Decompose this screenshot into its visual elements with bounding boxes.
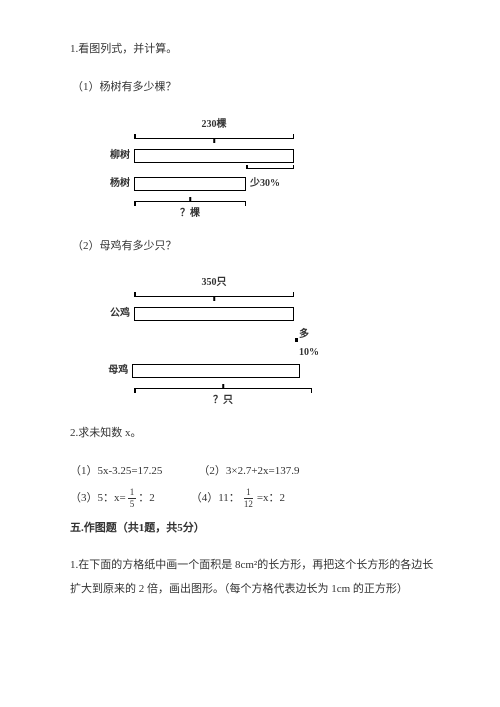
eq3-post: ：2 <box>138 489 155 509</box>
d2-botcount: ？只 <box>134 392 312 410</box>
d2-more-label: 多10% <box>299 326 319 362</box>
eq-2: （2）3×2.7+2x=137.9 <box>198 462 299 482</box>
d2-bar-hen <box>132 364 300 378</box>
d2-row-rooster: 公鸡 <box>100 305 300 323</box>
eq-row-2: （3）5：x= 1 5 ：2 （4）11： 1 12 =x：2 <box>70 488 440 509</box>
d2-row-hen: 母鸡 <box>100 362 300 380</box>
d1-botbrace <box>134 196 246 205</box>
eq3-den: 5 <box>128 499 137 509</box>
eq-1: （1）5x-3.25=17.25 <box>70 462 162 482</box>
d2-botbrace <box>134 383 312 392</box>
q1-title: 1.看图列式，并计算。 <box>70 40 440 60</box>
d2-morewrap: 多10% <box>100 326 300 362</box>
d2-label-rooster: 公鸡 <box>100 305 130 323</box>
d1-label-willow: 柳树 <box>100 147 130 165</box>
d2-bar-rooster <box>134 307 294 321</box>
d2-label-hen: 母鸡 <box>100 362 128 380</box>
eq4-den: 12 <box>242 499 255 509</box>
d1-row-poplar: 杨树 少30% <box>100 175 300 193</box>
q2-title: 2.求未知数 x。 <box>70 424 440 444</box>
section5-q1: 1.在下面的方格纸中画一个面积是 8cm²的长方形，再把这个长方形的各边长扩大到… <box>70 553 440 601</box>
eq4-num: 1 <box>244 488 253 499</box>
d1-label-poplar: 杨树 <box>100 175 130 193</box>
diagram-chickens: 350只 公鸡 多10% 母鸡 ？只 <box>100 274 300 410</box>
eq3-pre: （3）5：x= <box>70 489 126 509</box>
eq3-frac: 1 5 <box>128 488 137 509</box>
eq-4: （4）11： 1 12 =x：2 <box>191 488 285 509</box>
d1-botcount: ？棵 <box>134 205 246 223</box>
eq3-num: 1 <box>128 488 137 499</box>
d1-bar-willow <box>134 149 294 163</box>
eq-row-1: （1）5x-3.25=17.25 （2）3×2.7+2x=137.9 <box>70 462 440 482</box>
eq4-pre: （4）11： <box>191 489 240 509</box>
d1-bar-poplar <box>134 177 246 191</box>
section5-heading: 五.作图题（共1题，共5分） <box>70 519 440 539</box>
d1-lessbrace <box>246 166 294 173</box>
d1-row-willow: 柳树 <box>100 147 300 165</box>
d1-topcount: 230棵 <box>134 116 294 134</box>
d2-topcount: 350只 <box>134 274 294 292</box>
eq4-post: =x：2 <box>257 489 285 509</box>
d1-less-label: 少30% <box>250 175 280 193</box>
d2-topbrace <box>134 293 294 302</box>
diagram-trees: 230棵 柳树 杨树 少30% ？棵 <box>100 116 300 223</box>
eq4-frac: 1 12 <box>242 488 255 509</box>
d1-topbrace <box>134 135 294 144</box>
q1-sub1: （1）杨树有多少棵？ <box>72 78 440 98</box>
q1-sub2: （2）母鸡有多少只？ <box>72 237 440 257</box>
eq-3: （3）5：x= 1 5 ：2 <box>70 488 155 509</box>
